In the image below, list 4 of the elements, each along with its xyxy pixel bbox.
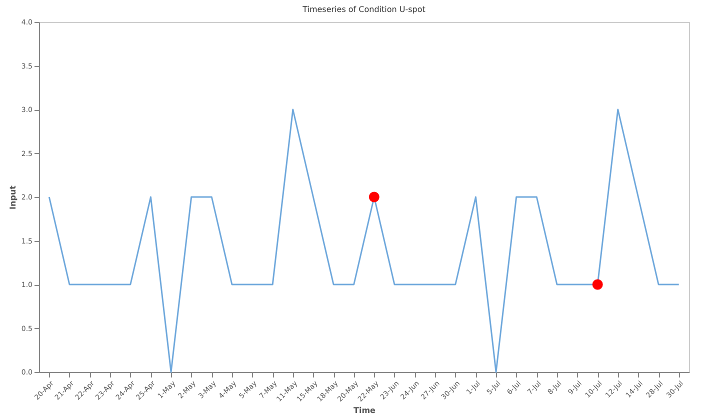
x-axis-title: Time (354, 406, 376, 415)
line-series (48, 108, 680, 373)
y-axis-title: Input (8, 185, 18, 210)
chart-title: Timeseries of Condition U-spot (302, 5, 426, 14)
